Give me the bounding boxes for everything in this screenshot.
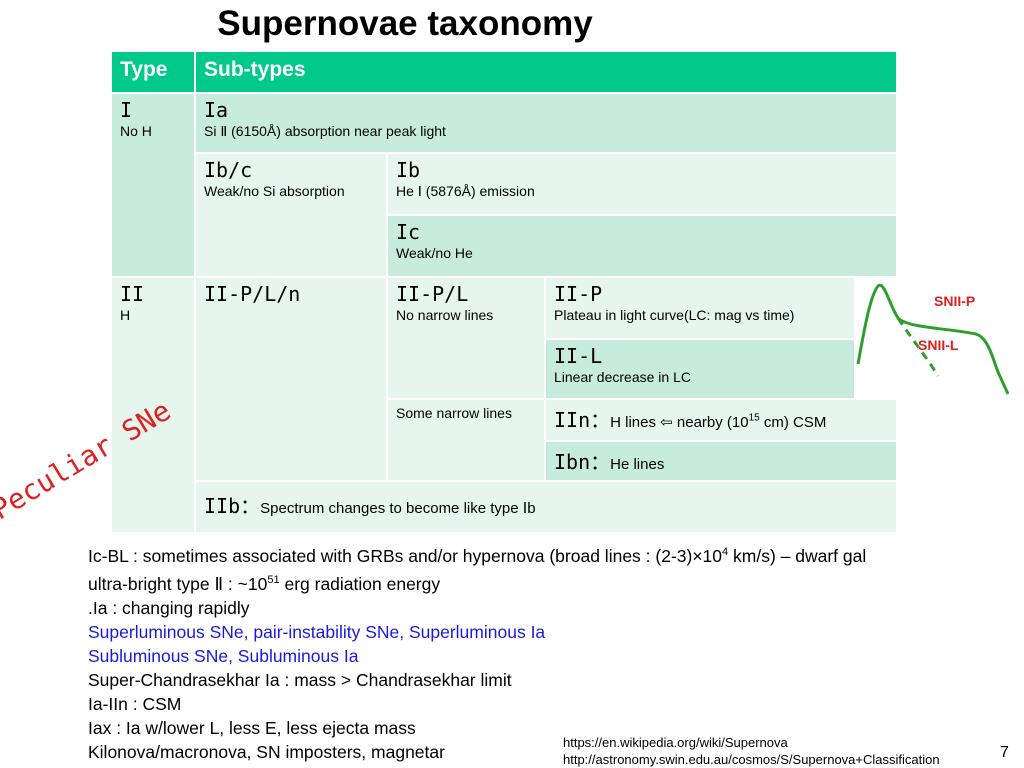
Ibc-code: Ib/c (204, 158, 253, 182)
snii-p-label: SNII-P (934, 293, 975, 309)
IIPLn-code: II-P/L/n (204, 282, 301, 306)
Ia-cell: Ia Si Ⅱ (6150Å) absorption near peak lig… (196, 94, 896, 152)
type-II-desc: H (120, 307, 131, 323)
Ib-desc: He Ⅰ (5876Å) emission (396, 183, 535, 199)
Ic-desc: Weak/no He (396, 245, 473, 261)
IIL-code: II-L (554, 344, 603, 368)
Ibn-desc: He lines (610, 456, 665, 473)
taxonomy-table: Type Sub-types I No H Ia Si Ⅱ (6150Å) ab… (112, 52, 896, 532)
note-ultra-bright: ultra-bright type Ⅱ : ~1051 erg radiatio… (88, 573, 441, 594)
notes-list: Ic-BL : sometimes associated with GRBs a… (88, 540, 1008, 764)
some-narrow-cell: Some narrow lines (388, 400, 544, 480)
header-type: Type (112, 52, 194, 92)
note-iax: Iax : Ia w/lower L, less E, less ejecta … (88, 717, 416, 738)
IIb-desc: Spectrum changes to become like type Ⅰb (260, 500, 536, 517)
type-II-cell: II H (112, 278, 194, 532)
Ia-code: Ia (204, 98, 229, 122)
IIb-cell: IIb：Spectrum changes to become like type… (196, 482, 896, 532)
note-superluminous: Superluminous SNe, pair-instability SNe,… (88, 621, 546, 642)
note-ia-iin: Ia-IIn : CSM (88, 693, 182, 714)
snii-l-curve (896, 317, 940, 377)
light-curve-figure: SNII-P SNII-L (856, 283, 1010, 395)
note-subluminous: Subluminous SNe, Subluminous Ia (88, 645, 359, 666)
references: https://en.wikipedia.org/wiki/Supernova … (563, 734, 940, 768)
IIPLn-cell: II-P/L/n (196, 278, 386, 480)
Ic-code: Ic (396, 220, 421, 244)
snii-l-label: SNII-L (918, 337, 959, 353)
IIPL-cell: II-P/L No narrow lines (388, 278, 544, 398)
type-I-cell: I No H (112, 94, 194, 276)
note-super-chandrasekhar: Super-Chandrasekhar Ia : mass > Chandras… (88, 669, 512, 690)
page-number: 7 (1000, 744, 1009, 761)
note-ic-bl: Ic-BL : sometimes associated with GRBs a… (88, 545, 867, 566)
ref-swinburne-link[interactable]: http://astronomy.swin.edu.au/cosmos/S/Su… (563, 752, 940, 767)
some-narrow-desc: Some narrow lines (396, 405, 512, 421)
Ia-desc: Si Ⅱ (6150Å) absorption near peak light (204, 123, 446, 139)
type-I-desc: No H (120, 123, 152, 139)
IIP-desc: Plateau in light curve(LC: mag vs time) (554, 307, 795, 323)
Ibc-cell: Ib/c Weak/no Si absorption (196, 154, 386, 276)
note-dot-ia: .Ia : changing rapidly (88, 597, 250, 618)
IIn-code: IIn： (554, 408, 611, 432)
IIn-cell: IIn：H lines ⇦ nearby (1015 cm) CSM (546, 400, 896, 440)
Ibc-desc: Weak/no Si absorption (204, 183, 345, 199)
Ib-code: Ib (396, 158, 421, 182)
Ic-cell: Ic Weak/no He (388, 216, 896, 276)
type-II-code: II (120, 282, 145, 306)
ref-wikipedia-link[interactable]: https://en.wikipedia.org/wiki/Supernova (563, 735, 788, 750)
Ibn-code: Ibn： (554, 450, 611, 474)
note-kilonova: Kilonova/macronova, SN imposters, magnet… (88, 741, 445, 762)
IIb-code: IIb： (204, 494, 261, 518)
type-I-code: I (120, 98, 133, 122)
IIn-desc-post: cm) CSM (759, 414, 827, 431)
IIL-desc: Linear decrease in LC (554, 369, 691, 385)
page-title: Supernovae taxonomy (217, 4, 593, 43)
IIn-desc-sup: 15 (748, 412, 760, 424)
IIL-cell: II-L Linear decrease in LC (546, 340, 854, 398)
Ib-cell: Ib He Ⅰ (5876Å) emission (388, 154, 896, 214)
IIP-code: II-P (554, 282, 603, 306)
IIn-desc-pre: H lines ⇦ nearby (10 (610, 414, 749, 431)
header-subtypes: Sub-types (196, 52, 896, 92)
IIPL-desc: No narrow lines (396, 307, 494, 323)
IIP-cell: II-P Plateau in light curve(LC: mag vs t… (546, 278, 854, 338)
IIPL-code: II-P/L (396, 282, 469, 306)
Ibn-cell: Ibn：He lines (546, 442, 896, 480)
